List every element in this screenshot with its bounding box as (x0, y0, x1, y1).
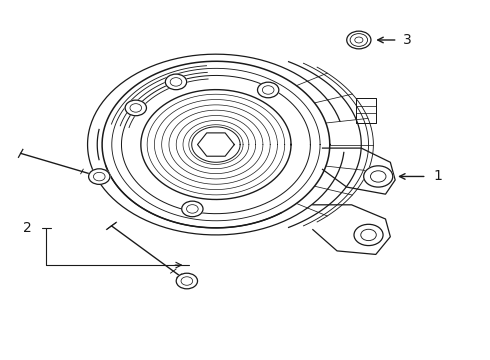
Circle shape (354, 224, 383, 246)
Circle shape (176, 273, 197, 289)
Circle shape (165, 74, 187, 90)
Circle shape (89, 169, 110, 184)
Circle shape (258, 82, 279, 98)
Circle shape (347, 31, 371, 49)
Circle shape (125, 100, 147, 116)
Text: 2: 2 (23, 221, 32, 235)
Circle shape (182, 201, 203, 217)
Polygon shape (197, 133, 234, 156)
Text: 3: 3 (402, 33, 411, 47)
Text: 1: 1 (434, 170, 443, 184)
Circle shape (364, 166, 393, 187)
